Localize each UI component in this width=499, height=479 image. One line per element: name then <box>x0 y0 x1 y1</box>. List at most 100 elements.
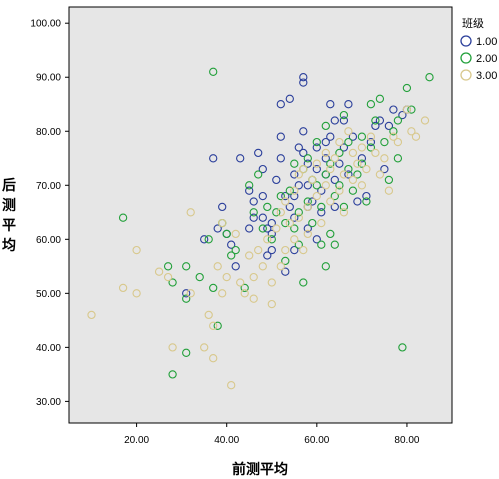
data-point-series-3 <box>267 278 276 287</box>
data-point-series-3 <box>249 294 258 303</box>
legend-label-series-2: 2.00 <box>476 53 497 65</box>
data-point-series-3 <box>384 186 394 195</box>
data-point-series-3 <box>393 137 403 147</box>
data-point-series-1 <box>290 191 299 201</box>
data-point-series-1 <box>317 186 326 195</box>
data-point-series-3 <box>299 164 308 174</box>
legend-marker-series-2 <box>460 52 472 64</box>
data-point-series-1 <box>254 148 263 158</box>
data-point-series-3 <box>312 159 321 168</box>
data-point-series-2 <box>163 262 173 271</box>
data-point-series-3 <box>258 262 267 271</box>
data-point-series-1 <box>366 137 376 147</box>
data-point-series-3 <box>339 170 349 179</box>
x-tick-label: 60.00 <box>304 435 329 446</box>
data-point-series-1 <box>290 170 299 179</box>
data-point-series-3 <box>411 132 421 141</box>
data-point-series-2 <box>285 186 294 195</box>
data-point-series-2 <box>375 94 385 103</box>
data-point-series-1 <box>348 132 358 141</box>
data-point-series-3 <box>218 218 227 228</box>
y-tick-label: 50.00 <box>36 289 61 300</box>
data-point-series-1 <box>380 164 389 174</box>
data-point-series-1 <box>258 164 267 174</box>
legend-title: 班级 <box>462 17 484 30</box>
data-point-series-2 <box>299 278 308 287</box>
data-points <box>87 67 434 390</box>
data-point-series-1 <box>353 197 362 206</box>
data-point-series-3 <box>263 235 272 244</box>
data-point-series-3 <box>294 213 303 222</box>
data-point-series-3 <box>339 208 349 217</box>
data-point-series-3 <box>326 164 335 174</box>
data-point-series-2 <box>118 213 128 222</box>
data-point-series-2 <box>317 202 326 212</box>
data-point-series-3 <box>312 191 321 201</box>
data-point-series-2 <box>344 164 353 174</box>
data-point-series-3 <box>254 245 263 255</box>
data-point-series-2 <box>281 256 290 266</box>
data-point-series-2 <box>321 121 330 131</box>
data-point-series-2 <box>393 154 403 163</box>
data-point-series-1 <box>357 154 367 163</box>
data-point-series-3 <box>303 202 312 212</box>
data-point-series-2 <box>227 251 236 260</box>
x-axis-title: 前测平均 <box>232 461 288 478</box>
data-point-series-2 <box>290 224 299 233</box>
data-point-series-1 <box>330 202 339 212</box>
data-point-series-3 <box>281 197 290 206</box>
data-point-series-1 <box>339 116 349 125</box>
data-point-series-2 <box>168 278 177 287</box>
data-point-series-2 <box>272 208 281 217</box>
data-point-series-2 <box>357 159 367 168</box>
data-point-series-3 <box>213 262 222 271</box>
data-point-series-2 <box>281 218 290 228</box>
data-point-series-1 <box>294 181 303 190</box>
data-point-series-3 <box>299 245 308 255</box>
data-point-series-1 <box>276 154 285 163</box>
data-point-series-1 <box>263 224 272 233</box>
data-point-series-1 <box>299 78 308 87</box>
data-point-series-1 <box>326 100 335 109</box>
data-point-series-1 <box>267 229 276 239</box>
data-point-series-1 <box>245 186 254 195</box>
data-point-series-2 <box>267 235 276 244</box>
data-point-series-2 <box>335 181 344 190</box>
data-point-series-1 <box>218 202 227 212</box>
data-point-series-1 <box>267 245 276 255</box>
data-point-series-3 <box>276 208 285 217</box>
data-point-series-2 <box>294 208 303 217</box>
x-tick-label: 40.00 <box>214 435 239 446</box>
data-point-series-2 <box>254 170 263 179</box>
data-point-series-1 <box>312 143 321 152</box>
data-point-series-3 <box>154 267 164 276</box>
data-point-series-1 <box>303 224 312 233</box>
data-point-series-2 <box>330 191 339 201</box>
data-point-series-3 <box>335 137 344 147</box>
data-point-series-2 <box>362 197 371 206</box>
y-tick-label: 70.00 <box>36 181 61 192</box>
data-point-series-2 <box>326 159 335 168</box>
data-point-series-1 <box>330 116 339 125</box>
data-point-series-3 <box>380 154 389 163</box>
legend: 班级 1.00 2.00 3.00 <box>460 17 497 82</box>
data-point-series-1 <box>303 159 312 168</box>
data-point-series-3 <box>218 289 227 298</box>
y-tick-label: 30.00 <box>36 397 61 408</box>
y-axis: 30.00 40.00 50.00 60.00 70.00 80.00 90.00 100.0… <box>30 19 69 408</box>
data-point-series-2 <box>245 181 254 190</box>
data-point-series-1 <box>321 154 330 163</box>
y-tick-label: 80.00 <box>36 127 61 138</box>
data-point-series-1 <box>398 110 407 120</box>
data-point-series-3 <box>330 154 339 163</box>
data-point-series-2 <box>303 154 312 163</box>
y-axis-title: 后测平均 <box>2 177 16 254</box>
data-point-series-1 <box>362 191 371 201</box>
data-point-series-2 <box>240 283 249 293</box>
data-point-series-1 <box>236 154 245 163</box>
data-point-series-3 <box>344 127 353 136</box>
data-point-series-3 <box>267 299 276 309</box>
data-point-series-2 <box>425 73 434 82</box>
data-point-series-3 <box>348 175 358 185</box>
data-point-series-1 <box>290 213 299 222</box>
